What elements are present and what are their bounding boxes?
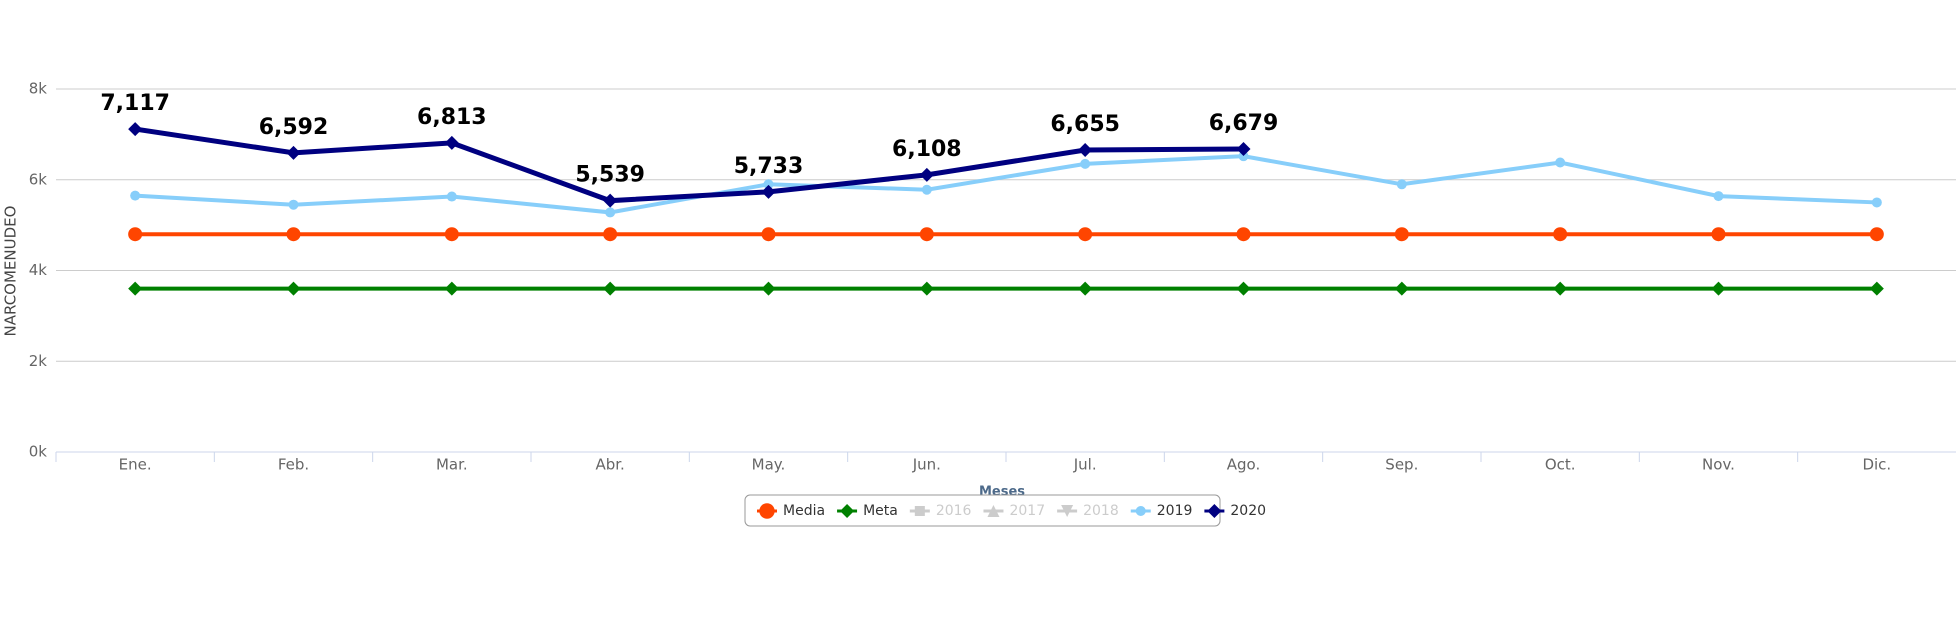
data-point: [1553, 227, 1568, 242]
data-point: [1396, 179, 1407, 190]
legend-label[interactable]: 2017: [1009, 503, 1045, 519]
data-point: [444, 135, 459, 150]
x-tick-label: May.: [752, 456, 786, 474]
legend-label[interactable]: Meta: [863, 503, 898, 519]
data-point: [286, 145, 301, 160]
data-point: [1236, 141, 1251, 156]
data-point: [1238, 151, 1249, 162]
x-tick-label: Jun.: [912, 456, 941, 474]
data-point: [444, 281, 459, 296]
x-tick-label: Dic.: [1862, 456, 1891, 474]
x-tick-label: Mar.: [436, 456, 468, 474]
data-label: 7,117: [100, 91, 170, 116]
data-point: [761, 227, 776, 242]
data-point: [446, 191, 457, 202]
data-point: [1555, 157, 1566, 168]
data-point: [1869, 281, 1884, 296]
data-point: [919, 227, 934, 242]
data-point: [288, 199, 299, 210]
data-point: [128, 122, 143, 137]
data-point: [603, 281, 618, 296]
legend-marker: [1207, 504, 1222, 518]
y-tick-label: 4k: [29, 261, 48, 279]
data-point: [919, 281, 934, 296]
series-line: [134, 126, 1244, 204]
x-tick-label: Abr.: [595, 456, 624, 474]
y-tick-label: 0k: [29, 443, 48, 461]
legend-marker: [759, 503, 775, 519]
data-point: [1236, 227, 1251, 242]
data-point: [1871, 197, 1882, 208]
data-point: [128, 227, 143, 242]
data-point: [761, 281, 776, 296]
data-point: [1394, 227, 1409, 242]
x-tick-label: Jul.: [1073, 456, 1097, 474]
data-label: 5,539: [575, 163, 645, 188]
data-point: [130, 190, 141, 201]
data-point: [286, 227, 301, 242]
data-label: 6,108: [892, 137, 962, 162]
x-tick-label: Feb.: [278, 456, 309, 474]
y-axis-label: NARCOMENUDEO: [2, 206, 20, 337]
legend-label[interactable]: Media: [783, 503, 825, 519]
data-point: [1869, 227, 1884, 242]
legend-marker: [914, 506, 925, 516]
data-label: 5,733: [734, 154, 804, 179]
legend-label[interactable]: 2019: [1157, 503, 1193, 519]
x-tick-label: Oct.: [1545, 456, 1576, 474]
data-point: [1236, 281, 1251, 296]
data-label: 6,592: [259, 115, 329, 140]
legend-marker: [1061, 505, 1074, 517]
data-label: 6,655: [1050, 112, 1120, 137]
data-label: 6,679: [1209, 111, 1279, 136]
legend-label[interactable]: 2018: [1083, 503, 1119, 519]
data-point: [1080, 158, 1091, 169]
data-point: [763, 179, 774, 190]
legend-label[interactable]: 2020: [1230, 503, 1266, 519]
legend-marker: [987, 505, 1000, 517]
data-point: [1078, 227, 1093, 242]
data-point: [1078, 281, 1093, 296]
data-point: [444, 227, 459, 242]
series-line: [135, 154, 1877, 215]
y-tick-label: 6k: [29, 170, 48, 188]
data-point: [128, 281, 143, 296]
data-point: [1394, 281, 1409, 296]
data-point: [1711, 227, 1726, 242]
legend-label[interactable]: 2016: [936, 503, 972, 519]
x-tick-label: Ago.: [1227, 456, 1260, 474]
data-point: [761, 184, 776, 199]
data-label: 6,813: [417, 105, 487, 130]
data-point: [603, 227, 618, 242]
data-point: [286, 281, 301, 296]
x-tick-label: Sep.: [1385, 456, 1418, 474]
y-tick-label: 2k: [29, 352, 48, 370]
data-point: [1078, 143, 1093, 158]
x-tick-label: Ene.: [119, 456, 152, 474]
data-point: [919, 167, 934, 182]
data-point: [603, 193, 618, 208]
data-point: [921, 184, 932, 195]
data-point: [605, 207, 616, 218]
data-point: [1553, 281, 1568, 296]
legend-marker: [1135, 506, 1146, 516]
data-point: [1713, 191, 1724, 202]
legend-marker: [840, 504, 855, 518]
y-tick-label: 8k: [29, 80, 48, 98]
data-point: [1711, 281, 1726, 296]
x-tick-label: Nov.: [1702, 456, 1735, 474]
